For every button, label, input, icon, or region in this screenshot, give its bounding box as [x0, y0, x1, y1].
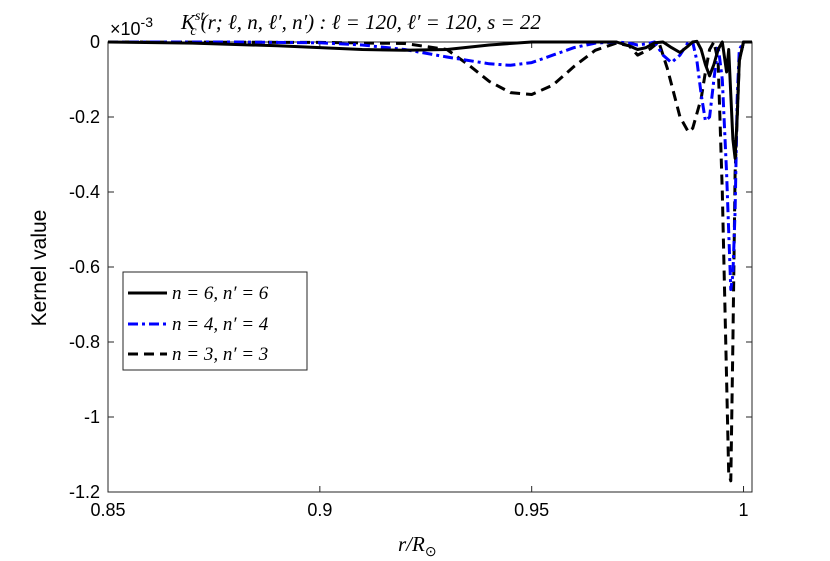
- title-sub: c: [190, 24, 197, 39]
- legend: n = 6, n′ = 6 n = 4, n′ = 4 n = 3, n′ = …: [122, 271, 308, 371]
- plot-area: [107, 41, 753, 493]
- x-tick-label: 0.9: [307, 500, 332, 520]
- x-axis-label: r/R⊙: [398, 532, 437, 560]
- series-layer: [107, 39, 752, 483]
- legend-label-0: n = 6, n′ = 6: [172, 283, 269, 304]
- y-tick-label: -0.2: [69, 107, 100, 127]
- series-line-2: [107, 40, 752, 483]
- y-tick-label: -0.8: [69, 332, 100, 352]
- legend-label-1: n = 4, n′ = 4: [172, 314, 269, 335]
- y-tick-label: -0.6: [69, 257, 100, 277]
- title-main: K: [180, 10, 196, 34]
- y-tick-label: 0: [90, 32, 100, 52]
- series-line-0: [107, 39, 752, 160]
- x-tick-label: 0.95: [514, 500, 549, 520]
- y-tick-label: -1.2: [69, 482, 100, 502]
- series-line-1: [108, 40, 752, 291]
- title-rest: (r; ℓ, n, ℓ′, n′) : ℓ = 120, ℓ′ = 120, s…: [201, 10, 542, 34]
- x-tick-label: 1: [739, 500, 749, 520]
- y-tick-label: -0.4: [69, 182, 100, 202]
- title-sup: st: [195, 9, 205, 24]
- exponent-label: ×10-3: [110, 14, 153, 39]
- x-axis-label-sub: ⊙: [425, 545, 437, 560]
- legend-label-2: n = 3, n′ = 3: [172, 344, 268, 365]
- y-tick-label: -1: [84, 407, 100, 427]
- exponent-power: -3: [141, 14, 154, 30]
- title-text: Kst c (r; ℓ, n, ℓ′, n′) : ℓ = 120, ℓ′ = 12…: [180, 9, 541, 39]
- x-tick-label: 0.85: [90, 500, 125, 520]
- chart-title: ×10-3 Kst c (r; ℓ, n, ℓ′, n′) : ℓ = 120, ℓ…: [110, 9, 541, 39]
- axis-ticks: 0.85 0.9 0.95 1 0 -0.2 -0.4 -0.6 -0.8 -1 -1.2: [69, 32, 752, 520]
- y-axis-label: Kernel value: [28, 210, 51, 327]
